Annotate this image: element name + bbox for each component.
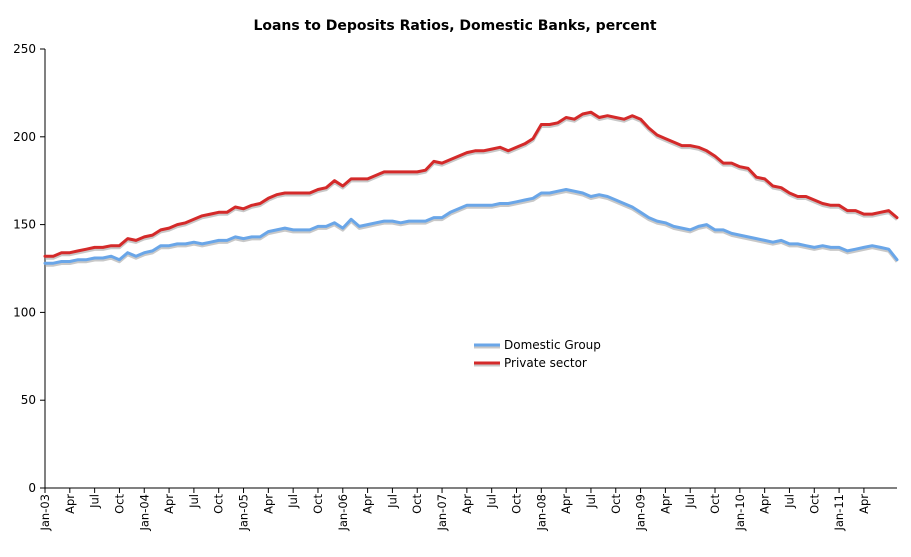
x-tick-label: Jan-05 (237, 494, 251, 532)
x-tick-label: Oct (807, 494, 821, 514)
x-tick-label: Jul (385, 494, 399, 509)
x-tick-label: Apr (658, 494, 672, 514)
x-tick-label: Apr (162, 494, 176, 514)
x-tick-label: Jul (187, 494, 201, 509)
y-axis: 0 50 100 150 200 250 (13, 42, 46, 495)
x-tick-label: Oct (112, 494, 126, 514)
x-tick-label: Oct (609, 494, 623, 514)
domestic-group-series-line (43, 188, 899, 265)
x-tick-label: Oct (410, 494, 424, 514)
x-tick-label: Apr (460, 494, 474, 514)
x-tick-label: Apr (261, 494, 275, 514)
x-tick-label: Jul (88, 494, 102, 509)
x-tick-label: Jan-11 (832, 494, 846, 532)
x-tick-label: Apr (857, 494, 871, 514)
y-tick-label: 200 (13, 130, 36, 144)
x-tick-label: Oct (311, 494, 325, 514)
x-tick-label: Jul (683, 494, 697, 509)
x-tick-label: Oct (212, 494, 226, 514)
domestic-group-series-shadow (45, 190, 899, 267)
x-tick-label: Apr (361, 494, 375, 514)
x-tick-label: Oct (509, 494, 523, 514)
y-tick-label: 0 (28, 481, 36, 495)
x-tick-label: Jan-07 (435, 494, 449, 532)
legend-label-private-sector: Private sector (504, 356, 587, 370)
x-tick-label: Jan-10 (733, 494, 747, 532)
y-tick-label: 150 (13, 218, 36, 232)
x-tick-label: Jul (782, 494, 796, 509)
y-tick-label: 100 (13, 305, 36, 319)
series-layer (43, 110, 899, 267)
x-tick-label: Apr (559, 494, 573, 514)
x-tick-label: Jul (286, 494, 300, 509)
y-tick-label: 250 (13, 42, 36, 56)
x-tick-label: Jan-06 (336, 494, 350, 532)
x-tick-label: Apr (63, 494, 77, 514)
legend: Domestic Group Private sector (474, 338, 601, 370)
x-tick-label: Jan-08 (534, 494, 548, 532)
private-sector-series-line (43, 110, 899, 258)
chart-title: Loans to Deposits Ratios, Domestic Banks… (253, 18, 656, 34)
private-sector-series-shadow (45, 112, 898, 260)
x-tick-label: Apr (758, 494, 772, 514)
y-tick-label: 50 (21, 393, 36, 407)
legend-label-domestic-group: Domestic Group (504, 338, 601, 352)
x-tick-label: Jan-04 (137, 494, 151, 532)
x-tick-label: Jul (584, 494, 598, 509)
x-tick-label: Jul (485, 494, 499, 509)
x-axis: Jan-03 Apr Jul Oct Jan-04 Apr Jul Oct Jan-05 Apr J… (38, 487, 897, 532)
x-tick-label: Jan-09 (634, 494, 648, 532)
x-tick-label: Oct (708, 494, 722, 514)
x-tick-label: Jan-03 (38, 494, 52, 532)
